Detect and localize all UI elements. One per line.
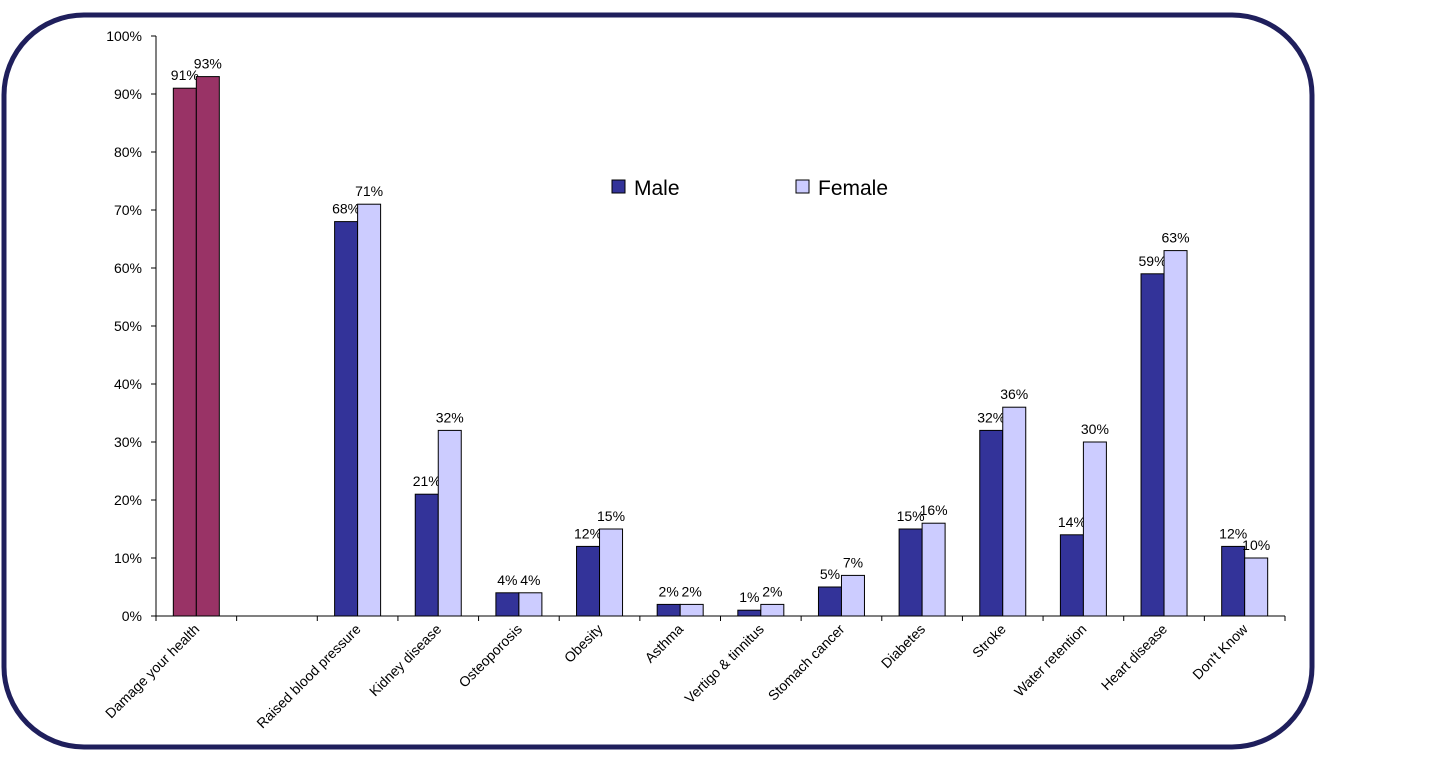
data-label-male-5: 12% xyxy=(574,525,602,541)
y-tick-label: 20% xyxy=(114,492,142,508)
bar-male-13 xyxy=(1221,545,1246,617)
y-tick-label: 70% xyxy=(114,202,142,218)
y-tick-label: 0% xyxy=(122,608,142,624)
bar-female-10 xyxy=(1002,406,1027,617)
y-tick-label: 10% xyxy=(114,550,142,566)
data-label-female-13: 10% xyxy=(1242,537,1270,553)
data-label-female-10: 36% xyxy=(1000,386,1028,402)
bar-female-7 xyxy=(760,603,785,617)
data-label-male-4: 4% xyxy=(497,572,517,588)
bar-male-2 xyxy=(334,221,359,617)
y-tick-label: 50% xyxy=(114,318,142,334)
bar-female-5 xyxy=(599,528,624,617)
y-tick-label: 90% xyxy=(114,86,142,102)
data-label-female-9: 16% xyxy=(920,502,948,518)
data-label-male-8: 5% xyxy=(820,566,840,582)
bar-female-13 xyxy=(1244,557,1269,617)
bar-male-5 xyxy=(576,545,601,617)
bar-female-2 xyxy=(357,203,382,617)
data-label-male-9: 15% xyxy=(897,508,925,524)
y-tick-label: 40% xyxy=(114,376,142,392)
data-label-male-13: 12% xyxy=(1219,525,1247,541)
y-tick-label: 30% xyxy=(114,434,142,450)
bar-male-10 xyxy=(979,429,1004,617)
data-label-male-10: 32% xyxy=(977,409,1005,425)
y-tick-label: 100% xyxy=(106,28,142,44)
data-label-female-5: 15% xyxy=(597,508,625,524)
data-label-male-12: 59% xyxy=(1139,253,1167,269)
bar-male-8 xyxy=(817,586,842,617)
bar-female-3 xyxy=(437,429,462,617)
data-label-male-0: 91% xyxy=(171,67,199,83)
y-tick-label: 80% xyxy=(114,144,142,160)
data-label-male-7: 1% xyxy=(739,589,759,605)
legend-swatch-female xyxy=(795,179,810,194)
data-label-male-11: 14% xyxy=(1058,514,1086,530)
bar-female-0 xyxy=(195,76,220,617)
data-label-male-2: 68% xyxy=(332,201,360,217)
bar-male-7 xyxy=(737,609,762,617)
bar-female-8 xyxy=(840,574,865,617)
legend-label-male: Male xyxy=(634,177,680,200)
bar-male-3 xyxy=(414,493,439,617)
data-label-female-4: 4% xyxy=(520,572,540,588)
legend-label-female: Female xyxy=(818,177,888,200)
bar-female-9 xyxy=(921,522,946,617)
data-label-male-3: 21% xyxy=(413,473,441,489)
bar-female-11 xyxy=(1082,441,1107,617)
data-label-female-6: 2% xyxy=(682,583,702,599)
legend: Male Female xyxy=(611,177,888,200)
bar-female-4 xyxy=(518,592,543,617)
bar-female-6 xyxy=(679,603,704,617)
legend-swatch-male xyxy=(611,179,626,194)
bar-male-4 xyxy=(495,592,520,617)
bar-male-6 xyxy=(656,603,681,617)
data-label-female-12: 63% xyxy=(1162,230,1190,246)
bar-male-9 xyxy=(898,528,923,617)
data-label-male-6: 2% xyxy=(659,583,679,599)
bar-female-12 xyxy=(1163,250,1188,617)
data-label-female-11: 30% xyxy=(1081,421,1109,437)
y-tick-label: 60% xyxy=(114,260,142,276)
data-label-female-8: 7% xyxy=(843,554,863,570)
data-label-female-0: 93% xyxy=(194,56,222,72)
bar-male-0 xyxy=(172,87,197,617)
data-label-female-3: 32% xyxy=(436,409,464,425)
data-label-female-2: 71% xyxy=(355,183,383,199)
data-label-female-7: 2% xyxy=(762,583,782,599)
bar-male-12 xyxy=(1140,273,1165,617)
bar-male-11 xyxy=(1059,534,1084,617)
